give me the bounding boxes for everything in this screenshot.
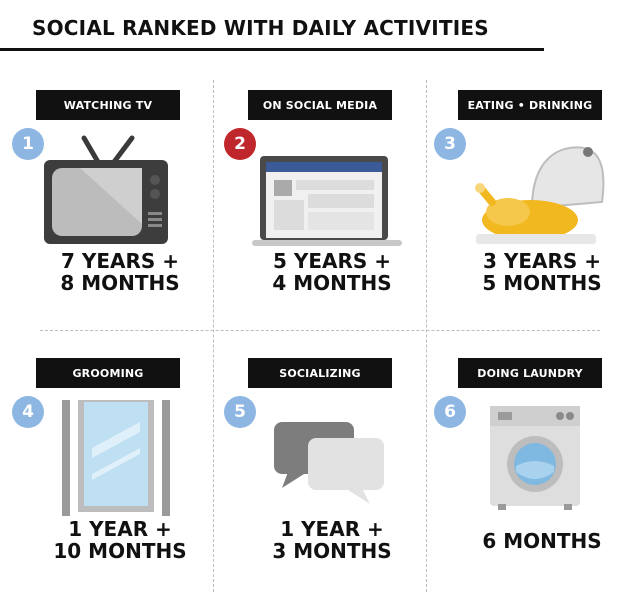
roast-chicken-icon [475, 146, 605, 244]
chat-bubbles-icon [274, 422, 384, 504]
rank-badge: 1 [12, 128, 44, 160]
activity-label: DOING LAUNDRY [458, 358, 602, 388]
activity-card-eating-drinking: EATING • DRINKING 3 3 YEARS + 5 MONTHS [434, 80, 634, 320]
washing-machine-icon [490, 406, 580, 510]
activity-card-socializing: SOCIALIZING 5 1 YEAR + 3 MONTHS [224, 348, 424, 588]
activity-card-social-media: ON SOCIAL MEDIA 2 5 YEARS + 4 MONTHS [224, 80, 424, 320]
duration-value: 1 YEAR + 10 MONTHS [53, 517, 187, 563]
page-title: SOCIAL RANKED WITH DAILY ACTIVITIES [32, 16, 489, 40]
mirror-icon [62, 400, 170, 516]
rank-badge: 4 [12, 396, 44, 428]
duration-value: 7 YEARS + 8 MONTHS [60, 249, 180, 295]
activity-label: WATCHING TV [36, 90, 180, 120]
row-divider [40, 330, 600, 331]
rank-badge: 3 [434, 128, 466, 160]
title-underline [0, 48, 544, 51]
activity-label: ON SOCIAL MEDIA [248, 90, 392, 120]
duration-value: 6 MONTHS [482, 529, 602, 553]
rank-badge: 6 [434, 396, 466, 428]
column-divider [213, 80, 214, 592]
laptop-icon [252, 156, 402, 246]
rank-badge: 5 [224, 396, 256, 428]
activity-card-doing-laundry: DOING LAUNDRY 6 6 MONTHS [434, 348, 634, 588]
duration-value: 3 YEARS + 5 MONTHS [482, 249, 602, 295]
activity-card-grooming: GROOMING 4 1 YEAR + 10 MONTHS [12, 348, 212, 588]
rank-badge: 2 [224, 128, 256, 160]
duration-value: 1 YEAR + 3 MONTHS [272, 517, 392, 563]
activity-card-watching-tv: WATCHING TV 1 7 YEARS + 8 MONTHS [12, 80, 212, 320]
activity-label: GROOMING [36, 358, 180, 388]
column-divider [426, 80, 427, 592]
tv-icon [44, 135, 168, 244]
activity-label: SOCIALIZING [248, 358, 392, 388]
activity-label: EATING • DRINKING [458, 90, 602, 120]
duration-value: 5 YEARS + 4 MONTHS [272, 249, 392, 295]
